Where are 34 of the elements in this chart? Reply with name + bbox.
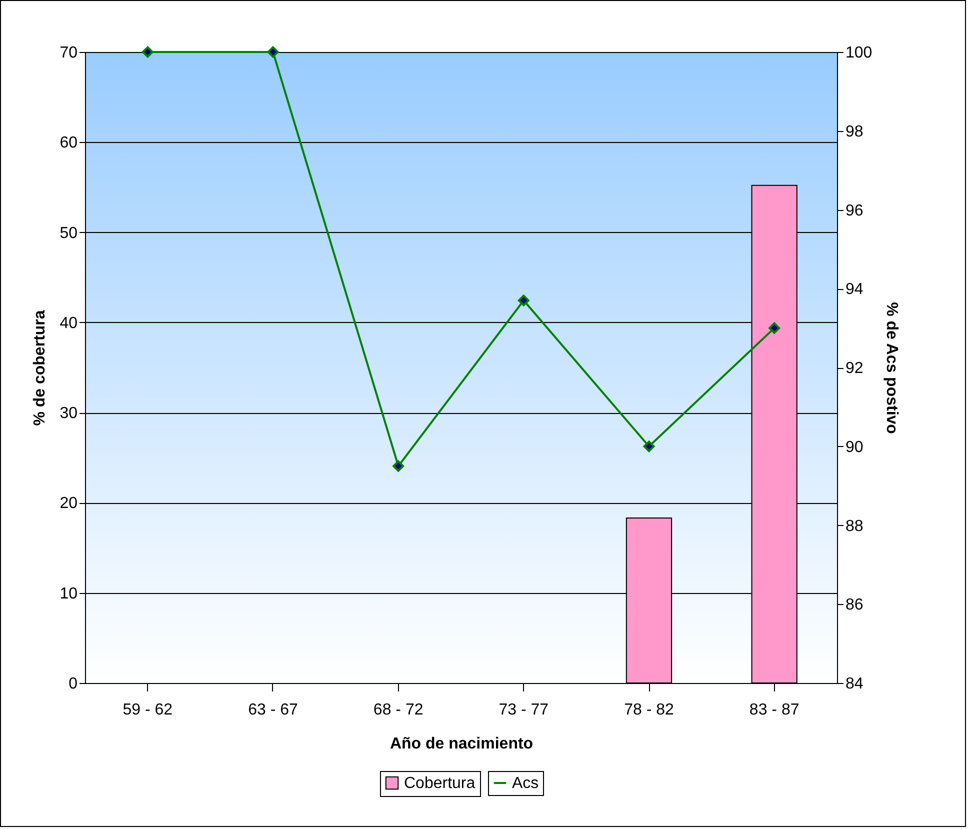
y2-axis-title: % de Acs postivo [883,302,900,434]
y2-tick-label: 84 [846,676,864,692]
point [142,46,154,58]
y-tick-label: 50 [60,224,78,242]
x-axis-title: Año de nacimiento [390,736,534,752]
y-tick-label: 30 [60,405,78,422]
y-tick-label: 40 [60,314,78,332]
y-tick-label: 20 [60,495,78,512]
y2-tick-label: 96 [846,202,864,220]
point [267,46,279,58]
y-tick-label: 0 [68,676,78,692]
y-axis-title: % de cobertura [32,310,49,426]
y2-tick-label: 88 [846,518,864,535]
y2-tick-label: 86 [846,596,864,614]
y2-tick-label: 92 [846,360,864,377]
y-tick-label: 60 [60,134,78,152]
point [768,322,780,334]
x-tick-label: 73 - 77 [498,702,549,718]
point [643,440,655,452]
x-tick-label: 59 - 62 [122,702,173,718]
x-tick-label: 68 - 72 [373,702,424,718]
y2-tick-label: 90 [846,438,864,456]
legend-label: Cobertura [404,775,476,792]
x-tick-label: 63 - 67 [248,702,298,718]
point [518,294,530,306]
y-tick-label: 10 [60,585,78,602]
legend-label: Acs [512,775,539,792]
y2-tick-label: 94 [846,281,864,298]
y-tick-label: 70 [60,44,78,62]
y2-tick-label: 100 [846,44,872,62]
y2-tick-label: 98 [846,123,864,140]
x-tick-label: 83 - 87 [749,702,800,718]
x-tick-label: 78 - 82 [624,702,674,718]
point [392,460,404,472]
